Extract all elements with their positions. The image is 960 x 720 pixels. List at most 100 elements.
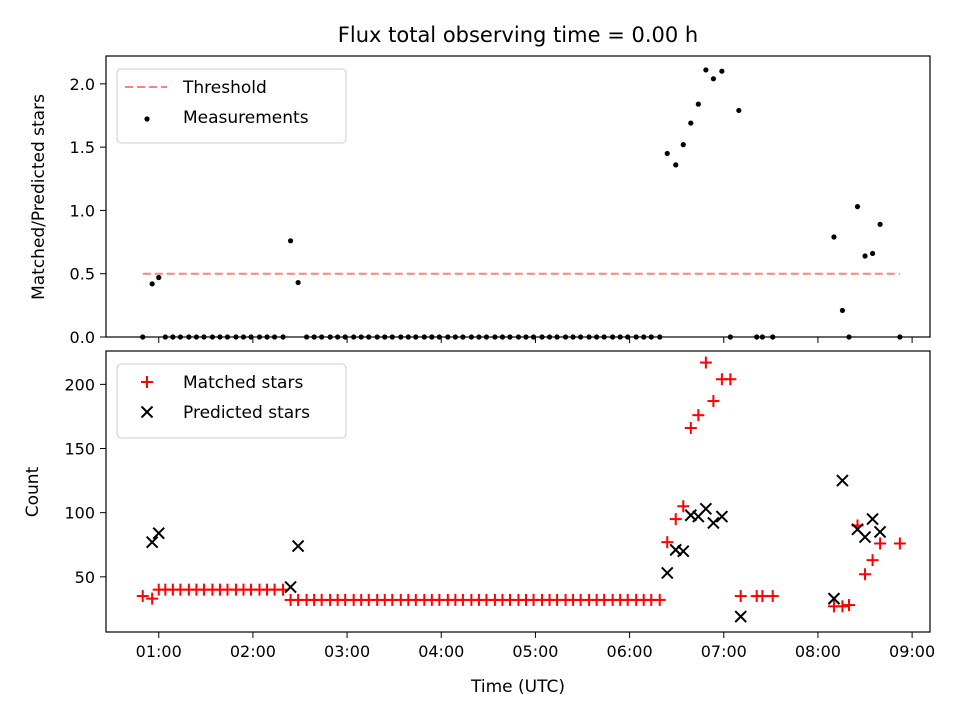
predicted-stars-point — [284, 580, 297, 594]
matched-stars-point — [684, 421, 697, 434]
x-b — [661, 566, 674, 580]
measurement-point — [673, 162, 679, 168]
predicted-stars-point — [661, 566, 674, 580]
matched-stars-point — [669, 513, 682, 526]
legend: Threshold Measurements — [116, 68, 347, 144]
matched-stars-point — [874, 537, 887, 550]
x-tick-label: 03:00 — [324, 642, 370, 661]
x-b — [715, 510, 729, 523]
y-tick-label: 2.0 — [70, 75, 95, 94]
measurement-point — [156, 274, 162, 281]
x-b — [866, 512, 879, 526]
measurement-point — [287, 238, 294, 244]
matched-stars-point — [146, 592, 159, 605]
x-axis-label: Time (UTC) — [470, 677, 565, 697]
x-tick-label: 07:00 — [701, 642, 747, 661]
x-tick-label: 01:00 — [136, 642, 182, 661]
matched-stars-point — [734, 590, 747, 603]
matched-stars-point — [692, 409, 705, 422]
predicted-stars-point — [677, 544, 690, 558]
legend-frame — [116, 68, 347, 144]
legend: Matched stars Predicted stars — [116, 363, 347, 439]
measurement-point — [719, 68, 725, 74]
y-tick-label: 100 — [64, 504, 95, 523]
legend-entry: Predicted stars — [140, 403, 310, 423]
x-tick-label: 04:00 — [418, 642, 464, 661]
measurement-point — [877, 221, 883, 227]
y-tick-label: 1.5 — [70, 138, 95, 157]
legend-frame — [116, 363, 347, 439]
top-plot-area: 0.0 0.5 1.0 1.5 2.0 Threshold Measurements — [70, 55, 931, 347]
predicted-stars-point — [707, 516, 720, 530]
measurement-point — [295, 279, 301, 286]
matched-stars-point — [699, 356, 712, 369]
matched-stars-point — [766, 590, 779, 603]
x-tick-label: 02:00 — [230, 642, 276, 661]
matched-stars-point — [724, 373, 737, 386]
measurement-point — [688, 120, 694, 126]
measurement-point — [710, 76, 717, 82]
x-b — [291, 539, 305, 553]
matched-stars-point — [661, 536, 674, 549]
matched-stars-point — [677, 500, 690, 513]
x-b — [827, 592, 841, 605]
predicted-stars-point — [866, 512, 879, 526]
measurement-point — [869, 250, 876, 257]
y-tick-label: 0.5 — [70, 265, 95, 284]
legend-entry: Threshold — [125, 78, 267, 98]
x-b — [699, 502, 713, 516]
x-tick-label: 08:00 — [795, 642, 841, 661]
x-b — [145, 535, 159, 549]
x-b — [677, 544, 690, 558]
x-b — [851, 523, 864, 536]
x-tick-label: 09:00 — [889, 642, 935, 661]
counts-panel: Count 01:00 02:00 03:00 04:00 05:00 06:00 07:0… — [23, 350, 935, 661]
bottom-y-axis-label: Count — [23, 466, 43, 517]
legend-predicted-swatch — [140, 405, 154, 419]
matched-stars-point — [866, 554, 879, 567]
measurement-point — [695, 101, 701, 107]
predicted-stars-point — [145, 535, 159, 549]
measurement-point — [680, 142, 686, 148]
measurement-point — [664, 150, 670, 157]
x-b — [284, 580, 297, 594]
matched-stars-point — [843, 599, 856, 612]
measurement-point — [703, 67, 709, 73]
x-b — [858, 530, 872, 544]
plot-frame — [105, 350, 931, 633]
matched-stars-point — [836, 600, 849, 613]
predicted-stars-point — [827, 592, 841, 605]
measurement-point — [854, 204, 861, 210]
x-b — [873, 525, 887, 539]
y-tick-label: 0.0 — [70, 328, 95, 347]
matched-stars-point — [136, 590, 149, 603]
predicted-stars-point — [699, 502, 713, 516]
bottom-plot-area: 01:00 02:00 03:00 04:00 05:00 06:00 07:00 08:00… — [64, 350, 935, 661]
y-tick-label: 200 — [64, 375, 95, 394]
matched-stars-point — [859, 568, 872, 581]
legend-label: Matched stars — [183, 373, 303, 393]
y-tick-label: 50 — [75, 568, 95, 587]
measurement-point — [839, 307, 846, 314]
x-b — [734, 610, 747, 623]
measurement-point — [831, 234, 837, 240]
predicted-stars-point — [152, 526, 165, 540]
legend-label: Measurements — [183, 108, 309, 128]
predicted-stars-point — [873, 525, 887, 539]
matched-stars-point — [893, 537, 906, 550]
matched-stars-point — [653, 593, 666, 606]
matched-stars-point — [707, 395, 720, 408]
measurement-point — [736, 107, 742, 114]
legend-entry: Matched stars — [141, 373, 303, 393]
y-tick-label: 150 — [64, 440, 95, 459]
legend-label: Threshold — [182, 78, 267, 98]
x-b — [836, 474, 849, 487]
legend-label: Predicted stars — [183, 403, 310, 423]
legend-entry: Measurements — [144, 108, 309, 128]
chart-title: Flux total observing time = 0.00 h — [338, 23, 698, 47]
y-tick-label: 1.0 — [70, 201, 95, 220]
x-b — [707, 516, 720, 530]
predicted-stars-point — [715, 510, 729, 523]
predicted-stars-point — [291, 539, 305, 553]
